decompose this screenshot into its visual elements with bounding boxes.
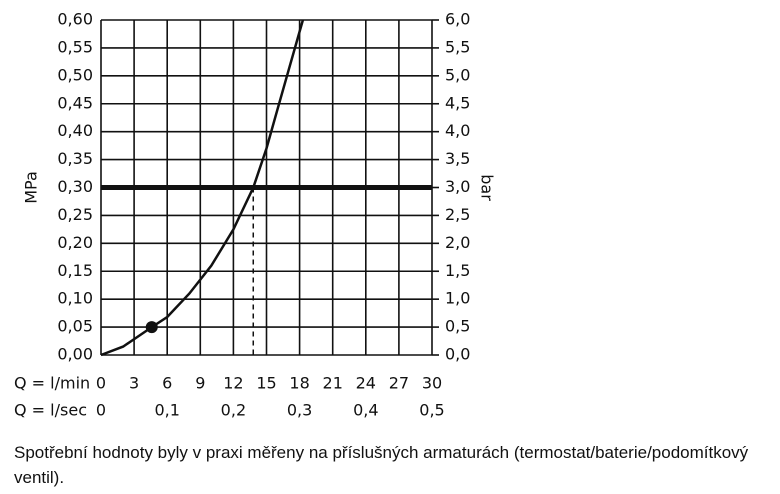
y2-tick-label: 0,5 <box>445 317 470 336</box>
x2-tick-label: 0,5 <box>419 401 444 420</box>
y-tick-label: 0,50 <box>57 65 93 84</box>
x2-tick-label: 0 <box>96 401 106 420</box>
y-tick-label: 0,00 <box>57 345 93 364</box>
x-tick-label: 6 <box>162 374 172 393</box>
x-tick-label: 15 <box>256 374 276 393</box>
x-tick-label: 30 <box>422 374 442 393</box>
x-tick-label: 21 <box>323 374 343 393</box>
x-tick-label: 3 <box>129 374 139 393</box>
y-tick-label: 0,60 <box>57 10 93 29</box>
y-axis-label: MPa <box>22 171 41 204</box>
y2-axis-label: bar <box>478 174 497 201</box>
marker <box>145 321 158 334</box>
y-tick-label: 0,30 <box>57 177 93 196</box>
y2-tick-label: 2,0 <box>445 233 470 252</box>
y2-tick-label: 1,0 <box>445 289 470 308</box>
y2-tick-label: 2,5 <box>445 205 470 224</box>
x2-tick-label: 0,1 <box>154 401 179 420</box>
chart: 0,000,050,100,150,200,250,300,350,400,45… <box>14 10 497 420</box>
x-tick-label: 27 <box>389 374 409 393</box>
y2-tick-label: 6,0 <box>445 10 470 29</box>
y-tick-label: 0,35 <box>57 149 93 168</box>
y-tick-label: 0,40 <box>57 121 93 140</box>
x-tick-label: 12 <box>223 374 243 393</box>
y-tick-label: 0,55 <box>57 37 93 56</box>
y2-tick-label: 0,0 <box>445 345 470 364</box>
y-tick-label: 0,20 <box>57 233 93 252</box>
x-axis-label: Q = l/min <box>14 374 90 393</box>
y-tick-label: 0,25 <box>57 205 93 224</box>
x2-tick-label: 0,3 <box>287 401 312 420</box>
y-tick-label: 0,45 <box>57 93 93 112</box>
x-tick-label: 9 <box>195 374 205 393</box>
note: Spotřební hodnoty byly v praxi měřeny na… <box>14 443 749 487</box>
y-tick-label: 0,15 <box>57 261 93 280</box>
y2-tick-label: 5,5 <box>445 37 470 56</box>
x2-axis-label: Q = l/sec <box>14 401 87 420</box>
y2-tick-label: 3,5 <box>445 149 470 168</box>
y-tick-label: 0,05 <box>57 317 93 336</box>
y2-tick-label: 5,0 <box>445 65 470 84</box>
x-tick-label: 24 <box>356 374 376 393</box>
x2-tick-label: 0,4 <box>353 401 378 420</box>
y-tick-label: 0,10 <box>57 289 93 308</box>
y2-tick-label: 1,5 <box>445 261 470 280</box>
y2-tick-label: 4,5 <box>445 93 470 112</box>
x-tick-label: 18 <box>289 374 309 393</box>
y2-tick-label: 3,0 <box>445 177 470 196</box>
x2-tick-label: 0,2 <box>221 401 246 420</box>
x-tick-label: 0 <box>96 374 106 393</box>
y2-tick-label: 4,0 <box>445 121 470 140</box>
